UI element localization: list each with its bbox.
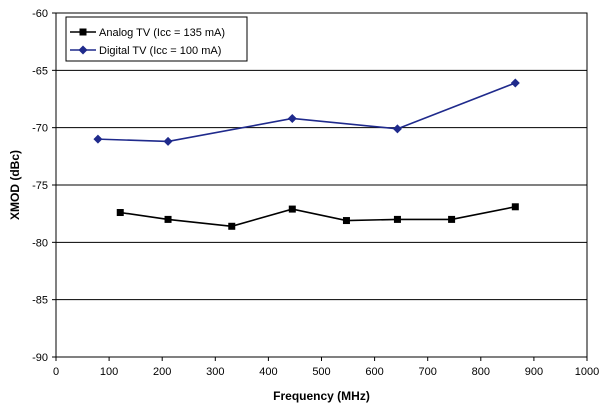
y-tick-label: -60 xyxy=(32,8,48,20)
y-tick-label: -75 xyxy=(32,180,48,192)
data-point xyxy=(116,209,124,217)
series-group xyxy=(93,78,520,230)
series-analog-tv xyxy=(116,203,519,230)
y-tick-label: -70 xyxy=(32,123,48,135)
y-tick-label: -65 xyxy=(32,65,48,77)
data-point xyxy=(163,136,173,146)
data-point xyxy=(228,222,236,230)
legend-marker xyxy=(79,28,87,36)
data-point xyxy=(511,203,519,211)
x-tick-label: 300 xyxy=(206,366,224,378)
data-point xyxy=(510,78,520,88)
x-tick-label: 200 xyxy=(153,366,171,378)
data-point xyxy=(287,113,297,123)
legend-box xyxy=(65,16,248,62)
series-line xyxy=(97,82,516,143)
x-tick-label: 700 xyxy=(419,366,437,378)
x-tick-label: 900 xyxy=(525,366,543,378)
x-tick-label: 0 xyxy=(53,366,59,378)
data-point xyxy=(93,134,103,144)
x-axis-title: Frequency (MHz) xyxy=(273,389,370,403)
data-point xyxy=(342,217,350,225)
x-tick-label: 400 xyxy=(259,366,277,378)
data-point xyxy=(164,215,172,223)
x-tick-label: 1000 xyxy=(575,366,599,378)
y-tick-label: -80 xyxy=(32,237,48,249)
legend-label: Digital TV (Icc = 100 mA) xyxy=(99,45,221,57)
data-point xyxy=(288,205,296,213)
legend: Analog TV (Icc = 135 mA) Digital TV (Icc … xyxy=(65,16,248,62)
x-tick-label: 800 xyxy=(472,366,490,378)
series-digital-tv xyxy=(93,78,520,146)
data-point xyxy=(448,215,456,223)
y-tick-label: -85 xyxy=(32,295,48,307)
legend-marker xyxy=(78,45,88,55)
x-tick-label: 500 xyxy=(312,366,330,378)
series-line xyxy=(120,206,516,228)
data-point xyxy=(393,215,401,223)
y-axis-title: XMOD (dBc) xyxy=(8,150,22,220)
data-point xyxy=(392,124,402,134)
axes: -60 -65 -70 -75 -80 -85 -90 0 100 200 300 400 500 600… xyxy=(32,8,599,378)
legend-label: Analog TV (Icc = 135 mA) xyxy=(99,27,225,39)
y-tick-label: -90 xyxy=(32,352,48,364)
x-tick-label: 600 xyxy=(365,366,383,378)
x-tick-label: 100 xyxy=(100,366,118,378)
grid-lines xyxy=(56,12,587,358)
